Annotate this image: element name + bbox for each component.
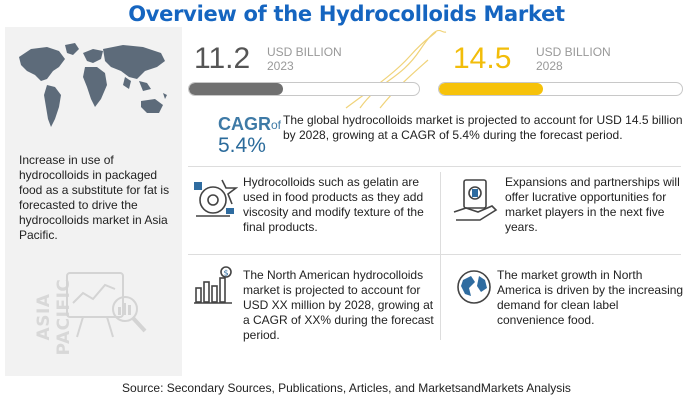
world-map-icon — [19, 43, 167, 127]
region-panel: Increase in use of hydrocolloids in pack… — [5, 27, 182, 376]
region-label: ASIA PACIFIC — [34, 278, 74, 356]
divider-vertical — [440, 172, 441, 340]
unit-label-2028: USD BILLION — [536, 45, 611, 59]
food-gear-icon — [194, 179, 238, 217]
bar-chart-dollar-icon: $ — [194, 266, 232, 304]
card-text-applications: Hydrocolloids such as gelatin are used i… — [243, 175, 424, 234]
year-label-2028: 2028 — [536, 59, 563, 73]
hand-money-icon — [453, 179, 498, 221]
cagr-label: CAGR — [218, 114, 271, 134]
region-description: Increase in use of hydrocolloids in pack… — [19, 153, 170, 242]
market-value-2023: 11.2 — [194, 42, 251, 75]
cagr-value: 5.4% — [218, 134, 266, 157]
card-text-north-america: The North American hydrocolloids market … — [243, 268, 434, 342]
progress-fill-2028 — [439, 83, 544, 95]
page-title: Overview of the Hydrocolloids Market — [128, 2, 565, 26]
progress-bar-2023 — [188, 82, 420, 96]
source-note: Source: Secondary Sources, Publications,… — [122, 381, 571, 395]
card-text-opportunities: Expansions and partnerships will offer l… — [505, 175, 680, 234]
cagr-description: The global hydrocolloids market is proje… — [283, 113, 683, 142]
unit-label-2023: USD BILLION — [267, 45, 342, 59]
decorative-lines — [345, 30, 447, 109]
divider-horizontal — [188, 254, 681, 255]
cagr-of-label: of — [271, 118, 282, 132]
market-value-2028: 14.5 — [453, 42, 512, 75]
progress-fill-2023 — [189, 83, 284, 95]
dollar-sign: $ — [224, 269, 229, 278]
analytics-magnifier-icon — [66, 272, 147, 338]
divider-horizontal — [188, 166, 681, 167]
progress-bar-2028 — [438, 82, 683, 96]
card-text-growth-driver: The market growth in North America is dr… — [497, 268, 684, 327]
globe-icon — [457, 270, 491, 304]
year-label-2023: 2023 — [267, 59, 294, 73]
